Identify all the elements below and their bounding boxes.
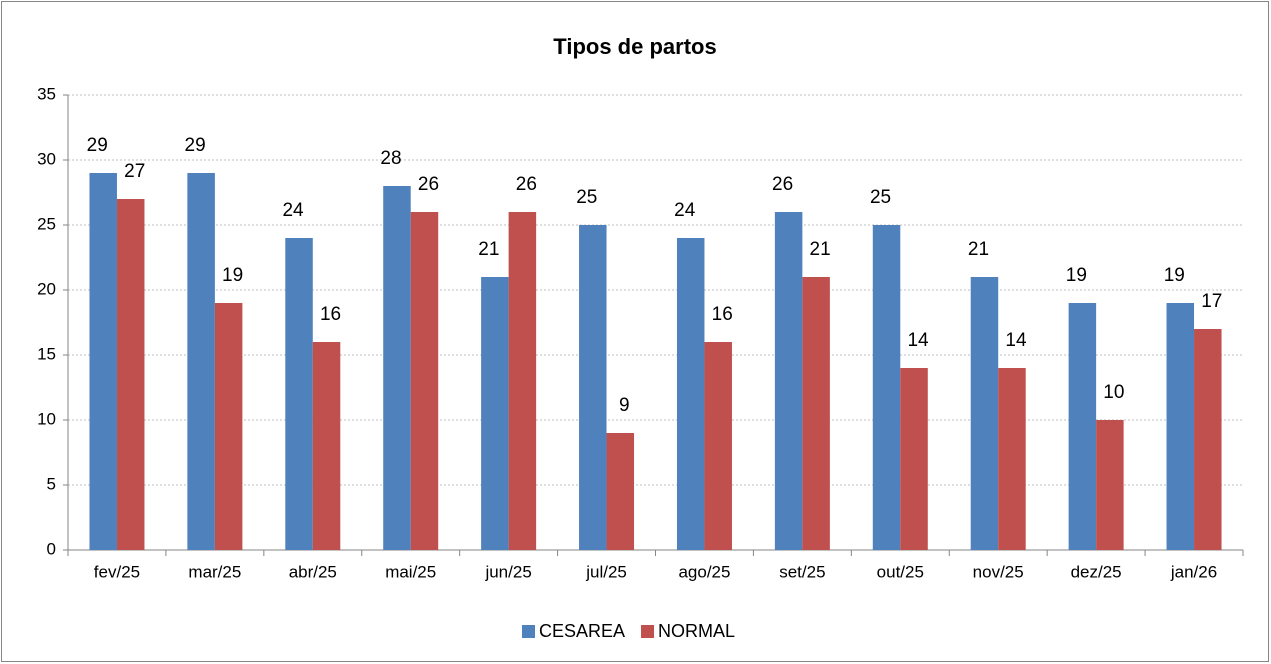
bar (410, 212, 439, 550)
y-tick-label: 25 (37, 214, 56, 233)
data-label: 24 (282, 200, 304, 221)
y-tick-label: 15 (37, 344, 56, 363)
bar (579, 225, 607, 550)
data-label: 16 (712, 304, 733, 325)
legend-label: CESAREA (539, 621, 625, 641)
data-label: 25 (870, 187, 891, 208)
x-tick-label: mar/25 (188, 562, 241, 581)
data-label: 10 (1103, 382, 1124, 403)
legend-swatch (641, 625, 655, 638)
data-label: 26 (418, 174, 439, 195)
y-tick-label: 5 (47, 474, 56, 493)
bar (606, 433, 635, 550)
data-label: 16 (320, 304, 341, 325)
bar (1166, 303, 1195, 550)
bar (312, 342, 341, 550)
data-label: 14 (907, 330, 929, 351)
bar (285, 238, 313, 550)
bar (1194, 329, 1222, 550)
data-label: 27 (124, 161, 145, 182)
x-tick-label: out/25 (877, 562, 924, 581)
bar (900, 368, 928, 550)
data-label: 29 (87, 135, 108, 156)
y-tick-label: 35 (37, 84, 56, 103)
data-label: 29 (185, 135, 206, 156)
x-tick-label: abr/25 (289, 562, 337, 581)
bar (970, 277, 999, 550)
x-tick-label: dez/25 (1071, 562, 1122, 581)
y-tick-label: 20 (37, 279, 56, 298)
x-tick-label: jan/26 (1170, 562, 1217, 581)
x-tick-label: ago/25 (678, 562, 730, 581)
y-tick-label: 30 (37, 149, 56, 168)
data-label: 17 (1201, 291, 1222, 312)
legend-label: NORMAL (658, 621, 735, 641)
data-label: 25 (576, 187, 597, 208)
bar (802, 277, 830, 550)
bar (187, 173, 215, 550)
x-tick-label: nov/25 (973, 562, 1024, 581)
bar (676, 238, 705, 550)
data-label: 26 (772, 174, 793, 195)
data-label: 19 (1164, 265, 1185, 286)
bar (872, 225, 901, 550)
data-label: 19 (1066, 265, 1087, 286)
bar (383, 186, 411, 550)
legend-swatch (522, 625, 535, 638)
bar (1068, 303, 1097, 550)
bar (116, 199, 145, 550)
bar (214, 303, 243, 550)
x-tick-label: set/25 (779, 562, 825, 581)
x-tick-label: mai/25 (385, 562, 436, 581)
y-tick-label: 10 (37, 409, 56, 428)
x-tick-label: jul/25 (585, 562, 627, 581)
x-tick-label: fev/25 (94, 562, 140, 581)
chart-title: Tipos de partos (553, 34, 716, 59)
data-label: 28 (380, 148, 401, 169)
data-label: 9 (619, 395, 630, 416)
bar (481, 277, 509, 550)
data-label: 14 (1005, 330, 1027, 351)
data-label: 19 (222, 265, 243, 286)
bar (89, 173, 117, 550)
data-label: 21 (810, 239, 831, 260)
bar (1096, 420, 1124, 550)
data-label: 21 (478, 239, 499, 260)
bar (508, 212, 537, 550)
y-tick-label: 0 (47, 539, 56, 558)
data-label: 24 (674, 200, 696, 221)
x-tick-label: jun/25 (484, 562, 531, 581)
bar (998, 368, 1026, 550)
data-label: 26 (516, 174, 537, 195)
bar (704, 342, 732, 550)
data-label: 21 (968, 239, 989, 260)
bar (774, 212, 803, 550)
